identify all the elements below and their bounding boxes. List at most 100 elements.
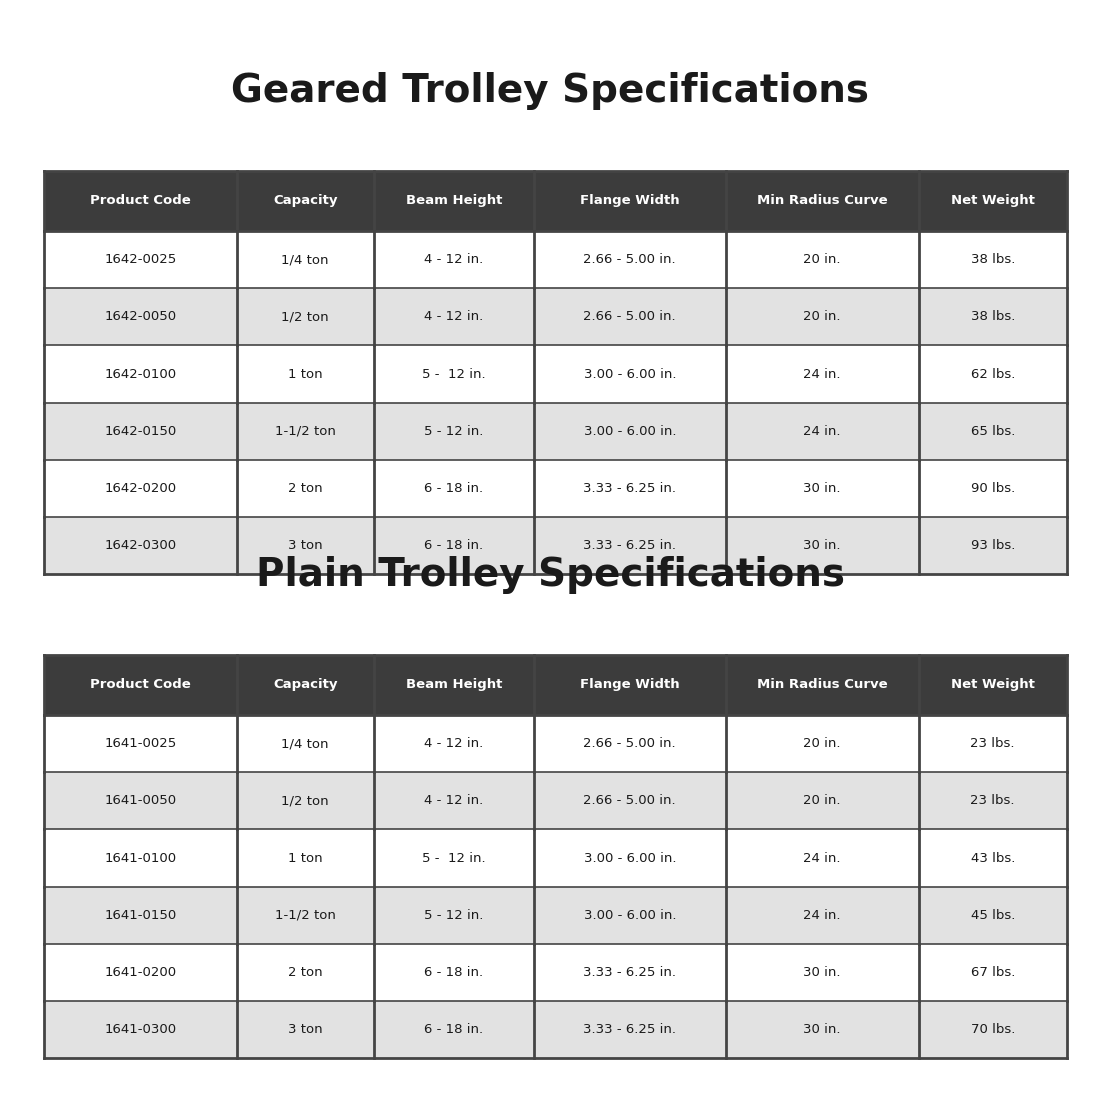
Bar: [726, 654, 918, 715]
Bar: [918, 772, 1067, 829]
Bar: [374, 345, 534, 403]
Bar: [374, 517, 534, 574]
Text: 3.00 - 6.00 in.: 3.00 - 6.00 in.: [583, 909, 676, 922]
Text: Plain Trolley Specifications: Plain Trolley Specifications: [255, 556, 845, 594]
Bar: [44, 887, 236, 944]
Bar: [236, 715, 374, 772]
Bar: [374, 772, 534, 829]
Bar: [374, 887, 534, 944]
Bar: [918, 944, 1067, 1001]
Text: 2.66 - 5.00 in.: 2.66 - 5.00 in.: [583, 253, 676, 266]
Bar: [236, 887, 374, 944]
Text: Net Weight: Net Weight: [950, 195, 1035, 207]
Bar: [918, 887, 1067, 944]
Text: 30 in.: 30 in.: [803, 482, 842, 495]
Text: 20 in.: 20 in.: [803, 794, 842, 807]
Text: 3 ton: 3 ton: [288, 1023, 322, 1036]
Text: 1642-0200: 1642-0200: [104, 482, 176, 495]
Bar: [44, 460, 236, 517]
Text: Product Code: Product Code: [90, 679, 190, 691]
Bar: [44, 829, 236, 887]
Bar: [374, 1001, 534, 1058]
Text: 38 lbs.: 38 lbs.: [970, 253, 1015, 266]
Text: 1642-0025: 1642-0025: [104, 253, 176, 266]
Bar: [236, 829, 374, 887]
Text: 1/4 ton: 1/4 ton: [282, 737, 329, 750]
Text: 24 in.: 24 in.: [803, 367, 842, 381]
Bar: [236, 403, 374, 460]
Text: 3.33 - 6.25 in.: 3.33 - 6.25 in.: [583, 482, 676, 495]
Text: Net Weight: Net Weight: [950, 679, 1035, 691]
Text: Beam Height: Beam Height: [406, 679, 502, 691]
Text: 4 - 12 in.: 4 - 12 in.: [425, 794, 483, 807]
Bar: [236, 231, 374, 288]
Bar: [918, 345, 1067, 403]
Bar: [726, 772, 918, 829]
Bar: [534, 772, 726, 829]
Bar: [534, 1001, 726, 1058]
Text: 30 in.: 30 in.: [803, 539, 842, 552]
Text: 1-1/2 ton: 1-1/2 ton: [275, 425, 336, 438]
Bar: [918, 231, 1067, 288]
Text: 4 - 12 in.: 4 - 12 in.: [425, 310, 483, 323]
Bar: [374, 944, 534, 1001]
Bar: [534, 715, 726, 772]
Bar: [726, 1001, 918, 1058]
Bar: [918, 517, 1067, 574]
Text: 1641-0025: 1641-0025: [104, 737, 176, 750]
Text: 3.00 - 6.00 in.: 3.00 - 6.00 in.: [583, 425, 676, 438]
Text: 70 lbs.: 70 lbs.: [970, 1023, 1015, 1036]
Text: 2 ton: 2 ton: [288, 482, 322, 495]
Text: 20 in.: 20 in.: [803, 737, 842, 750]
Text: 2 ton: 2 ton: [288, 966, 322, 979]
Text: 3 ton: 3 ton: [288, 539, 322, 552]
Text: 1-1/2 ton: 1-1/2 ton: [275, 909, 336, 922]
Text: Capacity: Capacity: [273, 195, 338, 207]
Text: 67 lbs.: 67 lbs.: [970, 966, 1015, 979]
Text: 20 in.: 20 in.: [803, 310, 842, 323]
Text: Flange Width: Flange Width: [580, 195, 680, 207]
Text: 2.66 - 5.00 in.: 2.66 - 5.00 in.: [583, 737, 676, 750]
Text: 4 - 12 in.: 4 - 12 in.: [425, 253, 483, 266]
Bar: [726, 403, 918, 460]
Text: 6 - 18 in.: 6 - 18 in.: [425, 966, 483, 979]
Bar: [918, 460, 1067, 517]
Bar: [236, 654, 374, 715]
Bar: [534, 829, 726, 887]
Bar: [918, 654, 1067, 715]
Text: Min Radius Curve: Min Radius Curve: [757, 195, 888, 207]
Text: 24 in.: 24 in.: [803, 425, 842, 438]
Bar: [236, 288, 374, 345]
Bar: [726, 944, 918, 1001]
Text: 6 - 18 in.: 6 - 18 in.: [425, 482, 483, 495]
Text: 1642-0100: 1642-0100: [104, 367, 176, 381]
Bar: [44, 654, 236, 715]
Bar: [236, 460, 374, 517]
Text: 43 lbs.: 43 lbs.: [970, 851, 1015, 865]
Text: Min Radius Curve: Min Radius Curve: [757, 679, 888, 691]
Bar: [44, 715, 236, 772]
Text: 5 - 12 in.: 5 - 12 in.: [425, 909, 483, 922]
Bar: [918, 1001, 1067, 1058]
Bar: [44, 944, 236, 1001]
Bar: [726, 517, 918, 574]
Text: 1/4 ton: 1/4 ton: [282, 253, 329, 266]
Text: 1641-0150: 1641-0150: [104, 909, 176, 922]
Text: 1 ton: 1 ton: [288, 367, 322, 381]
Bar: [726, 887, 918, 944]
Text: 6 - 18 in.: 6 - 18 in.: [425, 539, 483, 552]
Bar: [44, 772, 236, 829]
Bar: [236, 345, 374, 403]
Text: 23 lbs.: 23 lbs.: [970, 794, 1015, 807]
Text: 5 -  12 in.: 5 - 12 in.: [422, 367, 485, 381]
Text: 1642-0300: 1642-0300: [104, 539, 176, 552]
Bar: [44, 345, 236, 403]
Bar: [726, 829, 918, 887]
Bar: [726, 288, 918, 345]
Text: 1642-0150: 1642-0150: [104, 425, 176, 438]
Bar: [534, 517, 726, 574]
Text: Capacity: Capacity: [273, 679, 338, 691]
Text: 1641-0300: 1641-0300: [104, 1023, 176, 1036]
Bar: [534, 345, 726, 403]
Text: 2.66 - 5.00 in.: 2.66 - 5.00 in.: [583, 310, 676, 323]
